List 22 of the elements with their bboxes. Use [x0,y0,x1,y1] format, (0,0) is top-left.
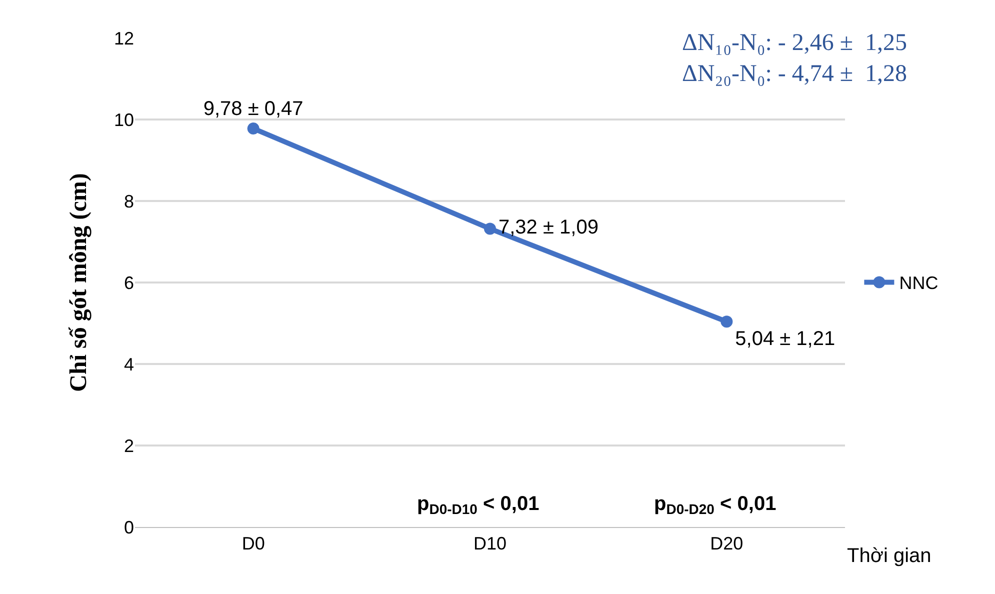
x-tick-label: D20 [710,534,744,554]
y-tick-label: 8 [124,191,134,212]
y-tick-label: 12 [114,28,134,48]
x-tick-label: D10 [473,534,507,554]
annotation: p$_{D0-D20}$ < 0,01 [654,493,776,518]
x-tick-label: D0 [242,534,265,554]
y-tick-label: 10 [114,110,134,130]
point [484,222,496,235]
annotation: p$_{D0-D10}$ < 0,01 [417,493,540,518]
x-axis-title: Thời gian [847,545,932,567]
y-axis-title: Chỉ số gót mông (cm) [66,173,92,392]
annotation: ΔN₁₀-N₀: - 2,46 ± 1,25 ΔN₂₀-N₀: - 4,74 ± 1,28 [682,30,908,88]
data-label: 7,32 ± 1,09 [498,216,598,239]
y-tick-label: 0 [124,517,134,538]
y-tick-label: 6 [124,272,134,293]
data-label: 9,78 ± 0,47 [203,98,304,120]
data-label: 5,04 ± 1,21 [735,328,836,350]
y-tick-label: 4 [124,354,134,374]
legend-label: NNC [899,273,938,294]
point [247,122,260,134]
y-tick-label: 2 [124,436,134,456]
point [720,316,733,328]
